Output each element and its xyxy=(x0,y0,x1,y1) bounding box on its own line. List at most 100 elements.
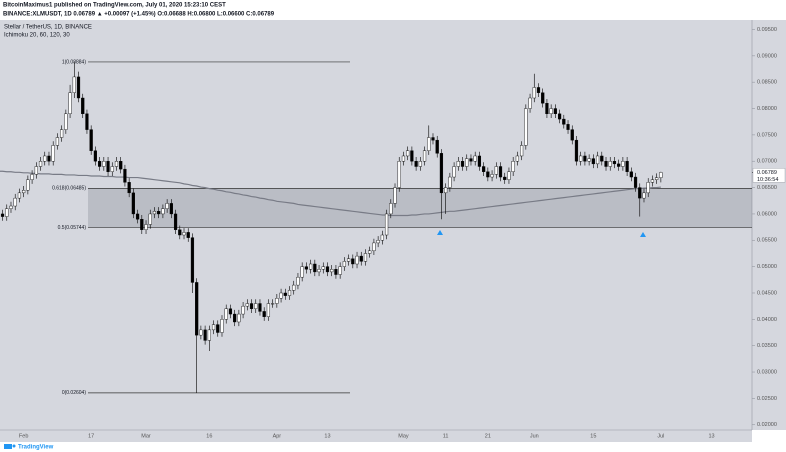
fib-label: 0(0.02604) xyxy=(62,390,87,396)
candle-body xyxy=(541,92,545,104)
candle-body xyxy=(498,166,503,178)
overlay: 0.09500 0.09000 0.08500 0.08000 0.07500 0.070… xyxy=(19,27,786,439)
candle-body xyxy=(422,150,427,162)
last-price-tag xyxy=(752,168,786,183)
candle-body xyxy=(114,161,119,167)
signal-arrow xyxy=(437,230,443,235)
candle-body xyxy=(401,155,406,162)
candle-body xyxy=(482,166,486,172)
candle-body xyxy=(397,161,401,188)
candle-body xyxy=(245,303,249,307)
candle-body xyxy=(418,161,422,167)
candle-body xyxy=(51,145,55,162)
candle-body xyxy=(549,108,553,115)
candle-body xyxy=(621,161,625,167)
candle-body xyxy=(617,163,621,167)
candle-body xyxy=(186,232,190,238)
candle-body xyxy=(47,155,51,162)
candle-body xyxy=(456,161,460,167)
candle-body xyxy=(591,158,595,165)
candle-body xyxy=(17,192,22,199)
y-tick-label: 0.03000 xyxy=(757,369,777,375)
candle-body xyxy=(26,179,30,191)
y-tick-label: 0.02000 xyxy=(757,422,777,428)
candle-body xyxy=(427,137,431,151)
candle-body xyxy=(553,108,557,115)
candle-body xyxy=(283,292,287,296)
candle-body xyxy=(363,253,368,262)
candle-body xyxy=(254,303,258,309)
candle-body xyxy=(452,166,456,178)
time-axis-background xyxy=(0,430,752,442)
candle-body xyxy=(102,161,106,167)
candle-body xyxy=(389,203,393,215)
candle-body xyxy=(444,187,448,194)
y-tick-label: 0.06500 xyxy=(757,185,777,191)
candle-body xyxy=(532,87,536,99)
x-tick-label: 13 xyxy=(708,433,714,439)
candle-body xyxy=(486,171,490,178)
candle-body xyxy=(570,129,574,141)
candle-body xyxy=(43,155,47,162)
candle-body xyxy=(241,305,245,315)
candle-body xyxy=(292,284,296,291)
candle-body xyxy=(511,161,515,172)
candle-body xyxy=(0,213,5,217)
candle-body xyxy=(296,276,300,286)
candle-body xyxy=(131,192,135,215)
y-tick-label: 0.03500 xyxy=(757,343,777,349)
y-tick-label: 0.09000 xyxy=(757,53,777,59)
candle-body xyxy=(148,213,152,225)
countdown-label: 10:36:54 xyxy=(757,177,778,183)
average-line xyxy=(0,170,661,217)
candle-body xyxy=(351,258,355,265)
candle-body xyxy=(152,211,157,215)
candle-body xyxy=(595,155,600,165)
candle-body xyxy=(9,205,13,209)
candle-body xyxy=(165,203,169,209)
indicator-label: Ichimoku 20, 60, 120, 30 xyxy=(4,33,70,39)
candle-body xyxy=(262,311,266,317)
candle-body xyxy=(372,242,376,252)
candle-body xyxy=(89,129,93,151)
candle-body xyxy=(490,174,494,178)
candle-body xyxy=(313,263,317,273)
candle-body xyxy=(178,229,182,236)
candle-body xyxy=(503,176,507,180)
candle-body xyxy=(587,158,591,162)
candle-body xyxy=(338,266,342,275)
candle-body xyxy=(376,240,380,244)
candle-body xyxy=(140,219,144,230)
candle-body xyxy=(566,124,570,130)
candle-body xyxy=(604,161,608,167)
candle-body xyxy=(203,329,207,341)
candle-body xyxy=(406,150,410,157)
candle-body xyxy=(460,161,465,167)
candle-body xyxy=(157,211,161,215)
candle-body xyxy=(633,176,638,188)
candle-body xyxy=(359,255,363,262)
candle-body xyxy=(448,176,452,188)
candle-body xyxy=(659,172,663,178)
fib-label: 1(0.08884) xyxy=(62,59,87,65)
candle-body xyxy=(346,258,351,262)
candle-body xyxy=(477,155,482,167)
candle-body xyxy=(304,266,308,270)
candle-body xyxy=(81,97,85,115)
candle-body xyxy=(393,187,397,204)
candle-body xyxy=(173,213,178,230)
candle-body xyxy=(93,150,97,162)
candle-body xyxy=(608,161,612,167)
candle-body xyxy=(76,76,81,99)
candle-body xyxy=(330,269,334,273)
candle-body xyxy=(507,171,511,180)
x-tick-label: 16 xyxy=(206,433,212,439)
x-tick-label: Mar xyxy=(141,433,151,439)
candle-body xyxy=(528,97,532,109)
candle-body xyxy=(144,224,148,230)
y-tick-label: 0.04500 xyxy=(757,290,777,296)
candle-body xyxy=(211,324,216,331)
candle-body xyxy=(600,155,604,162)
candle-body xyxy=(195,282,199,336)
